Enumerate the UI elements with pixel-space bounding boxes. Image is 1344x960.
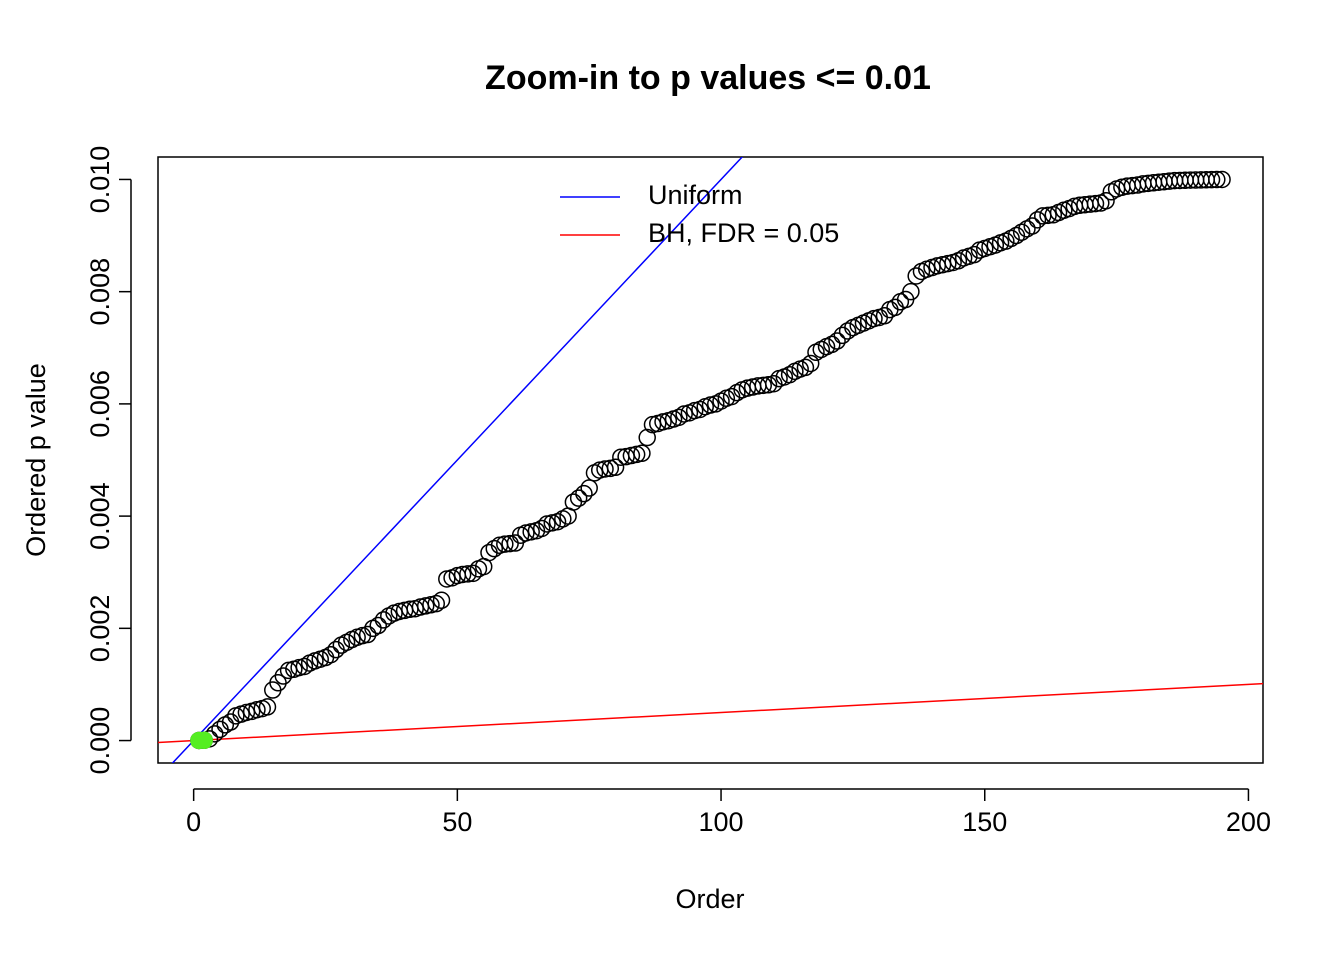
reference-line	[158, 682, 1263, 744]
data-point	[796, 358, 815, 377]
data-point	[633, 444, 651, 463]
x-tick-label: 0	[186, 807, 201, 837]
data-point	[432, 591, 451, 610]
data-point	[823, 335, 841, 354]
data-point	[606, 458, 625, 477]
y-tick-label: 0.000	[85, 707, 115, 775]
data-point	[374, 611, 393, 629]
data-point	[269, 674, 287, 692]
data-point	[1213, 170, 1231, 189]
plot-region	[158, 157, 1263, 763]
x-tick-label: 200	[1226, 807, 1271, 837]
data-point	[780, 365, 799, 384]
data-point	[453, 565, 472, 584]
data-point	[1208, 170, 1226, 189]
plot-box	[157, 156, 1264, 764]
data-point	[722, 387, 741, 406]
data-point	[1097, 192, 1115, 210]
y-axis-title: Ordered p value	[21, 363, 51, 557]
data-point	[258, 698, 277, 716]
data-point	[580, 479, 598, 497]
data-point	[801, 354, 820, 373]
data-point	[1202, 170, 1221, 189]
data-point	[485, 539, 504, 558]
data-point	[754, 376, 772, 395]
data-point	[596, 460, 614, 478]
data-point	[838, 322, 857, 340]
data-point	[1007, 226, 1026, 245]
data-point	[765, 374, 783, 393]
data-point	[464, 564, 482, 583]
x-tick-label: 150	[962, 807, 1007, 837]
data-point	[532, 519, 551, 538]
legend-label: BH, FDR = 0.05	[648, 218, 839, 248]
x-axis-title: Order	[675, 884, 744, 914]
reference-line	[171, 157, 744, 763]
x-tick-label: 100	[699, 807, 744, 837]
data-point	[369, 616, 387, 635]
data-point	[902, 282, 920, 301]
data-point	[1028, 211, 1047, 229]
legend-label: Uniform	[648, 180, 743, 210]
data-point	[575, 484, 593, 503]
data-point	[295, 657, 314, 676]
data-point	[501, 534, 519, 553]
data-point	[427, 594, 446, 613]
data-point	[358, 625, 377, 644]
significant-point	[195, 731, 213, 750]
y-tick-label: 0.004	[85, 482, 115, 550]
data-point	[496, 535, 514, 553]
data-point	[569, 489, 588, 507]
data-point	[1039, 206, 1057, 225]
data-point	[1023, 217, 1041, 235]
y-tick-label: 0.006	[85, 370, 115, 438]
data-point	[274, 667, 293, 685]
data-point	[564, 493, 583, 511]
x-tick-label: 50	[442, 807, 472, 837]
data-point	[965, 245, 983, 264]
chart-title: Zoom-in to p values <= 0.01	[485, 59, 931, 97]
data-point	[459, 565, 477, 583]
data-point	[875, 307, 894, 325]
data-point	[638, 428, 656, 447]
data-point	[907, 267, 925, 285]
y-tick-label: 0.002	[85, 595, 115, 663]
data-point	[1012, 223, 1031, 241]
data-point	[828, 332, 846, 350]
y-tick-label: 0.010	[85, 146, 115, 214]
y-tick-label: 0.008	[85, 258, 115, 326]
data-point	[322, 645, 340, 664]
data-point	[670, 408, 688, 427]
data-point	[1086, 194, 1105, 213]
